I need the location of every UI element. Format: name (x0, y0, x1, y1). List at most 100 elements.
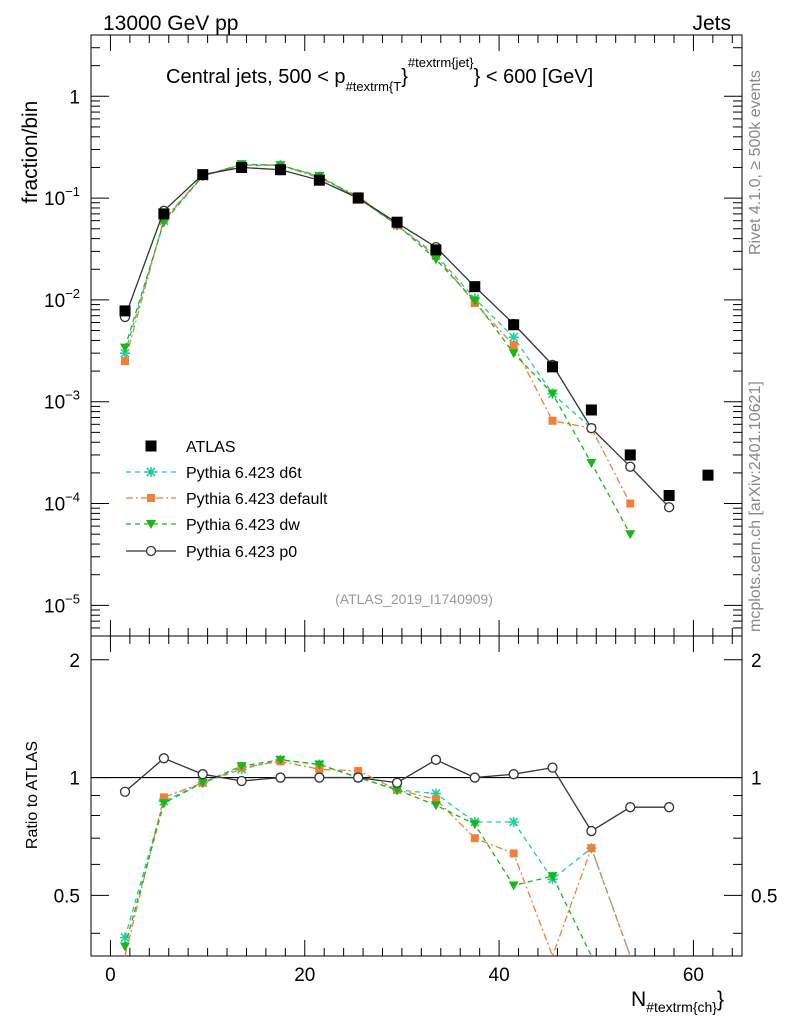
side-mcplots: mcplots.cern.ch [arXiv:2401.10621] (747, 381, 764, 632)
series-0-point-top (313, 174, 325, 186)
legend-marker (146, 467, 156, 477)
series-3-point-top (430, 255, 441, 265)
legend-label: Pythia 6.423 dw (186, 517, 300, 534)
y-tick-label-top: 10−5 (44, 591, 80, 617)
series-2-point-top (121, 357, 130, 366)
series-1-point-top (120, 348, 131, 359)
legend-marker (147, 494, 155, 502)
series-2-point-top (626, 499, 635, 508)
series-2-point-bottom (470, 834, 479, 843)
y-tick-label-bottom-right: 1 (751, 769, 762, 790)
y-tick-exp: −3 (65, 388, 80, 403)
ylabel-bottom: Ratio to ATLAS (24, 741, 41, 849)
series-3-point-bottom (314, 760, 325, 770)
series-3-point-bottom (430, 801, 441, 811)
y-tick-base: 10 (44, 189, 65, 210)
y-tick-label-top: 10−2 (44, 286, 80, 312)
series-4-point-bottom (158, 753, 170, 764)
analysis-id: (ATLAS_2019_I1740909) (335, 591, 493, 607)
series-2-point-top (509, 341, 518, 350)
series-4-point-top (625, 461, 636, 472)
xlabel-close: } (717, 988, 724, 1011)
series-0-point-top (547, 361, 559, 373)
series-3-point-top (120, 343, 131, 353)
series-4-point-bottom (391, 777, 403, 788)
x-tick-label: 60 (683, 965, 704, 986)
legend-label: Pythia 6.423 d6t (186, 465, 302, 482)
xlabel: N#textrm{ch}} (631, 988, 724, 1015)
y-tick-label-bottom: 2 (69, 651, 80, 672)
series-3-point-bottom (158, 799, 169, 809)
series-2-point-bottom (587, 844, 596, 853)
side-rivet: Rivet 4.1.0, ≥ 500k events (747, 70, 764, 255)
series-2-point-bottom (509, 849, 518, 858)
series-0-point-top (352, 192, 364, 204)
series-0-point-top (585, 404, 597, 416)
xlabel-sub: #textrm{ch} (646, 999, 717, 1015)
series-3-point-bottom (197, 778, 208, 788)
chart-title: Central jets, 500 < p#textrm{T}#textrm{j… (166, 55, 593, 94)
series-0-point-top (430, 244, 442, 256)
y-tick-exp: −4 (65, 490, 80, 505)
series-0-point-top (508, 319, 520, 331)
series-0-point-top (624, 449, 636, 461)
series-3-point-bottom (469, 820, 480, 830)
top-axis-ticks (91, 34, 742, 636)
legend-label: Pythia 6.423 p0 (186, 544, 297, 561)
series-3-point-top (158, 218, 169, 228)
legend-marker (146, 520, 156, 529)
series-3-point-top (586, 459, 597, 469)
series-4-point-bottom (275, 772, 286, 783)
series-0-point-top (119, 305, 131, 317)
series-0-point-top (391, 216, 403, 228)
series-3-point-top (547, 389, 558, 399)
series-4-point-bottom (353, 772, 364, 783)
series-4-point-bottom (119, 786, 131, 797)
series-4-point-bottom (663, 802, 675, 813)
series-0-point-top (469, 281, 481, 293)
series-0-point-top (702, 469, 714, 481)
series-3-point-bottom (236, 762, 247, 772)
series-2-point-top (548, 416, 557, 425)
header-left: 13000 GeV pp (103, 12, 238, 35)
y-tick-base: 10 (44, 596, 65, 617)
y-tick-label-top: 10−3 (44, 388, 80, 414)
series-1-point-top (508, 332, 519, 343)
legend-label: ATLAS (186, 439, 236, 456)
series-0-point-top (274, 164, 286, 176)
bottom-panel (90, 635, 743, 958)
series-2-line-bottom (124, 760, 631, 958)
series-2-point-bottom (159, 793, 168, 802)
y-tick-label-bottom: 1 (69, 769, 80, 790)
ylabel-top: fraction/bin (19, 101, 42, 204)
series-0-point-top (663, 489, 675, 501)
top-series (119, 160, 714, 540)
y-tick-label-bottom-right: 2 (751, 651, 762, 672)
series-2-point-bottom (431, 795, 440, 804)
series-1-point-bottom (430, 788, 441, 799)
series-4-point-bottom (314, 772, 325, 783)
top-panel (90, 34, 743, 637)
legend: ATLAS Pythia 6.423 d6t Pythia 6.423 defaul… (126, 439, 328, 561)
title-brace: } (401, 66, 408, 88)
title-sub: #textrm{T (346, 79, 402, 94)
series-3-point-bottom (275, 755, 286, 765)
legend-marker (145, 440, 157, 452)
series-3-point-bottom (120, 942, 131, 952)
series-4-point-bottom (236, 775, 247, 787)
series-4-point-bottom (430, 754, 442, 765)
series-4-point-bottom (625, 802, 636, 813)
y-tick-label-bottom-right: 0.5 (751, 886, 777, 907)
x-tick-label: 40 (489, 965, 510, 986)
series-0-point-top (236, 161, 248, 173)
y-tick-base: 1 (69, 87, 80, 108)
series-3-line-bottom (124, 759, 592, 957)
bottom-axis-ticks (91, 636, 742, 956)
y-tick-label-top: 10−1 (44, 184, 80, 210)
series-3-point-bottom (547, 872, 558, 882)
y-tick-exp: −5 (65, 591, 80, 606)
bottom-series (119, 753, 675, 958)
series-0-point-top (158, 208, 170, 220)
y-tick-exp: −2 (65, 286, 80, 301)
